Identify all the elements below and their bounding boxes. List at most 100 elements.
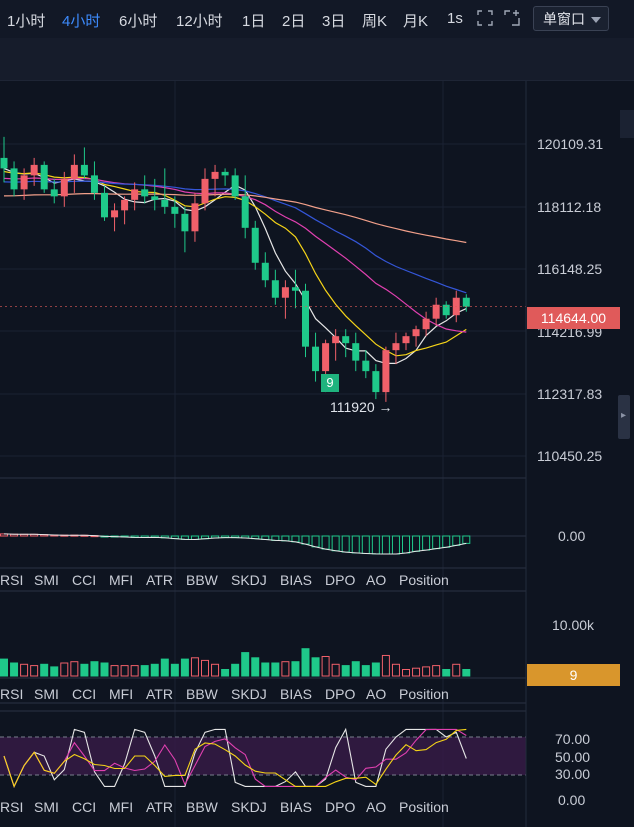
candle-body <box>281 287 289 298</box>
tab-position[interactable]: Position <box>399 572 449 588</box>
tab-skdj[interactable]: SKDJ <box>231 799 267 815</box>
volume-bar <box>391 663 400 677</box>
volume-bar <box>251 657 260 677</box>
candle-body <box>161 199 169 207</box>
candle-body <box>0 157 8 169</box>
volume-bar <box>361 665 370 677</box>
timeframe-toolbar: 1小时 4小时 6小时 12小时 1日 2日 3日 周K 月K 1s 单窗口 <box>0 0 634 38</box>
tab-bbw[interactable]: BBW <box>186 686 218 702</box>
tab-rsi[interactable]: RSI <box>0 799 24 815</box>
tab-dpo[interactable]: DPO <box>325 686 356 702</box>
kline-chart[interactable] <box>0 81 634 827</box>
macd-bar <box>311 535 320 548</box>
tab-skdj[interactable]: SKDJ <box>231 572 267 588</box>
timeframe-4h[interactable]: 4小时 <box>62 13 101 30</box>
volume-bar <box>341 665 350 677</box>
tab-dpo[interactable]: DPO <box>325 799 356 815</box>
rsi-mid-line <box>3 728 467 788</box>
candle-body <box>372 371 380 393</box>
timeframe-month[interactable]: 月K <box>403 13 429 30</box>
timeframe-12h[interactable]: 12小时 <box>176 13 223 30</box>
timeframe-6h[interactable]: 6小时 <box>119 13 158 30</box>
candle-body <box>251 227 259 263</box>
volume-bar <box>130 665 139 677</box>
tab-bias[interactable]: BIAS <box>280 572 312 588</box>
macd-bar <box>321 535 330 550</box>
timeframe-week[interactable]: 周K <box>362 13 388 30</box>
window-mode-select[interactable]: 单窗口 <box>533 6 609 31</box>
tab-position[interactable]: Position <box>399 686 449 702</box>
timeframe-3d[interactable]: 3日 <box>322 13 346 30</box>
tab-bias[interactable]: BIAS <box>280 686 312 702</box>
tab-ao[interactable]: AO <box>366 686 387 702</box>
tab-atr[interactable]: ATR <box>146 799 173 815</box>
timeframe-1d[interactable]: 1日 <box>242 13 266 30</box>
rsi-axis-label: 0.00 <box>558 792 586 808</box>
ma20-line <box>3 177 467 333</box>
side-collapse-handle[interactable]: ▸ <box>618 395 630 439</box>
chevron-right-icon: ▸ <box>621 410 627 421</box>
tab-mfi[interactable]: MFI <box>109 799 134 815</box>
tab-ao[interactable]: AO <box>366 572 387 588</box>
candle-body <box>422 318 430 330</box>
tab-bias[interactable]: BIAS <box>280 799 312 815</box>
tab-mfi[interactable]: MFI <box>109 686 134 702</box>
macd-bar <box>381 535 390 555</box>
tab-smi[interactable]: SMI <box>34 686 59 702</box>
rsi-slow-line <box>3 728 467 788</box>
volume-bar <box>20 663 29 677</box>
indicator-tabs-2: RSI SMI CCI MFI ATR BBW SKDJ BIAS DPO AO… <box>0 686 526 706</box>
tab-bbw[interactable]: BBW <box>186 572 218 588</box>
candle-body <box>50 189 58 197</box>
candle-body <box>231 175 239 197</box>
tab-cci[interactable]: CCI <box>72 572 97 588</box>
chevron-down-icon <box>591 17 601 23</box>
macd-bar <box>402 535 410 554</box>
tab-ao[interactable]: AO <box>366 799 387 815</box>
grid-lines <box>0 81 526 827</box>
timeframe-1h[interactable]: 1小时 <box>7 13 46 30</box>
tab-position[interactable]: Position <box>399 799 449 815</box>
volume-bar <box>261 662 270 677</box>
tab-cci[interactable]: CCI <box>72 799 97 815</box>
volume-bar <box>371 662 380 677</box>
volume-bars <box>0 648 471 677</box>
volume-bar <box>231 663 240 677</box>
tab-atr[interactable]: ATR <box>146 686 173 702</box>
timeframe-2d[interactable]: 2日 <box>282 13 306 30</box>
rsi-axis-label: 30.00 <box>555 766 591 782</box>
fullscreen-icon[interactable] <box>477 10 493 26</box>
macd-bar <box>371 535 380 555</box>
tab-dpo[interactable]: DPO <box>325 572 356 588</box>
candle-body <box>201 178 209 204</box>
side-panel-tab[interactable] <box>620 110 634 138</box>
macd-bar <box>432 535 441 550</box>
tab-skdj[interactable]: SKDJ <box>231 686 267 702</box>
tab-smi[interactable]: SMI <box>34 799 59 815</box>
volume-bar <box>351 661 360 677</box>
add-window-icon[interactable] <box>504 10 520 26</box>
timeframe-1s[interactable]: 1s <box>447 10 463 27</box>
tab-mfi[interactable]: MFI <box>109 572 134 588</box>
volume-bar <box>452 663 461 677</box>
candle-body <box>342 336 350 344</box>
volume-bar <box>90 661 99 677</box>
window-mode-label: 单窗口 <box>543 11 585 27</box>
tab-atr[interactable]: ATR <box>146 572 173 588</box>
price-axis-label: 116148.25 <box>537 261 603 277</box>
tab-bbw[interactable]: BBW <box>186 799 218 815</box>
volume-bar <box>120 665 129 677</box>
candle-body <box>322 343 330 372</box>
tab-cci[interactable]: CCI <box>72 686 97 702</box>
volume-bar <box>110 665 119 677</box>
candle-body <box>211 171 219 179</box>
volume-bar <box>160 658 169 677</box>
tab-rsi[interactable]: RSI <box>0 686 24 702</box>
tab-rsi[interactable]: RSI <box>0 572 24 588</box>
candle-body <box>131 189 139 200</box>
last-price-tag: 114644.00 <box>527 307 620 329</box>
volume-bar <box>100 662 109 677</box>
tab-smi[interactable]: SMI <box>34 572 59 588</box>
low-price-value: 111920 <box>330 399 375 415</box>
volume-bar <box>0 658 8 677</box>
